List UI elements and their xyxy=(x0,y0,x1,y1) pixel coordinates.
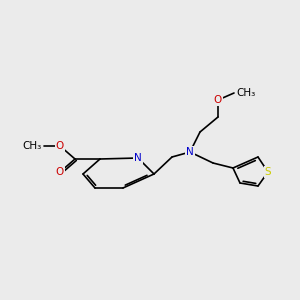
Text: N: N xyxy=(134,153,142,163)
Text: O: O xyxy=(56,141,64,151)
Text: CH₃: CH₃ xyxy=(23,141,42,151)
Text: O: O xyxy=(56,167,64,177)
Text: S: S xyxy=(265,167,271,177)
Text: CH₃: CH₃ xyxy=(236,88,255,98)
Text: N: N xyxy=(186,147,194,157)
Text: O: O xyxy=(214,95,222,105)
